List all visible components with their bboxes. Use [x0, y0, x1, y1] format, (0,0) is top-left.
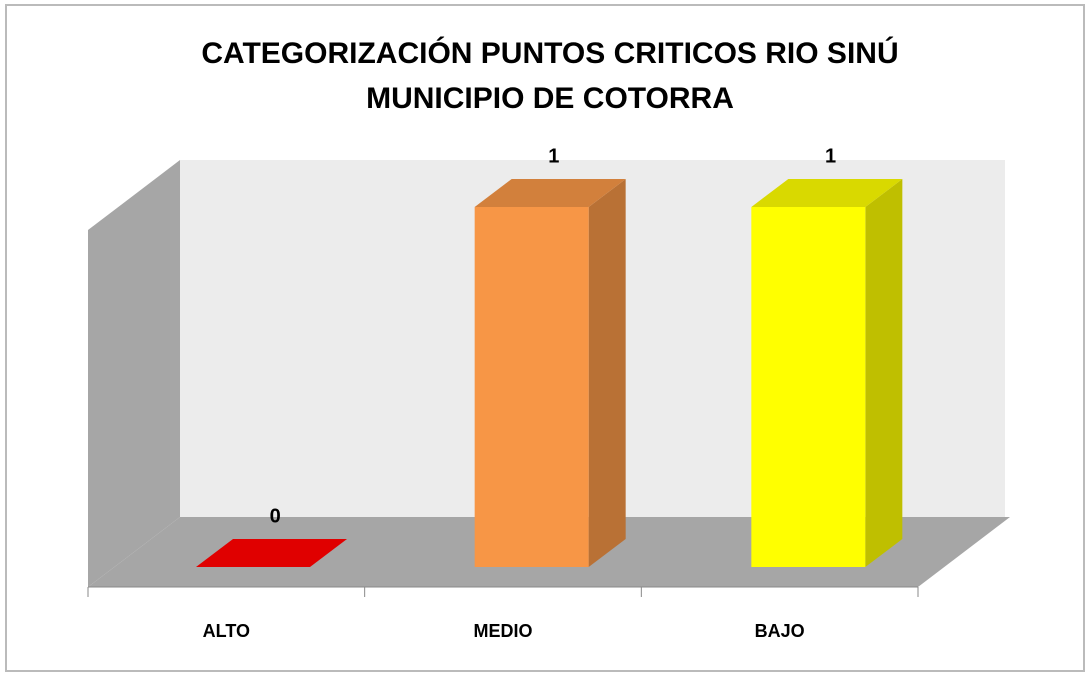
bar: [474, 207, 589, 567]
bar-side: [865, 179, 903, 567]
bar-top: [474, 179, 626, 207]
chart-title: MUNICIPIO DE COTORRA: [366, 82, 734, 115]
side-wall: [88, 160, 180, 587]
bar-side: [588, 179, 626, 567]
bar-top: [196, 539, 347, 567]
bar: [751, 207, 866, 567]
data-label: 1: [825, 145, 836, 167]
x-tick-label: MEDIO: [473, 621, 532, 641]
x-tick-label: BAJO: [755, 621, 805, 641]
data-label: 1: [548, 145, 559, 167]
bar-top: [751, 179, 903, 207]
data-label: 0: [270, 505, 281, 527]
x-tick-label: ALTO: [203, 621, 250, 641]
chart-title: CATEGORIZACIÓN PUNTOS CRITICOS RIO SINÚ: [201, 36, 898, 70]
